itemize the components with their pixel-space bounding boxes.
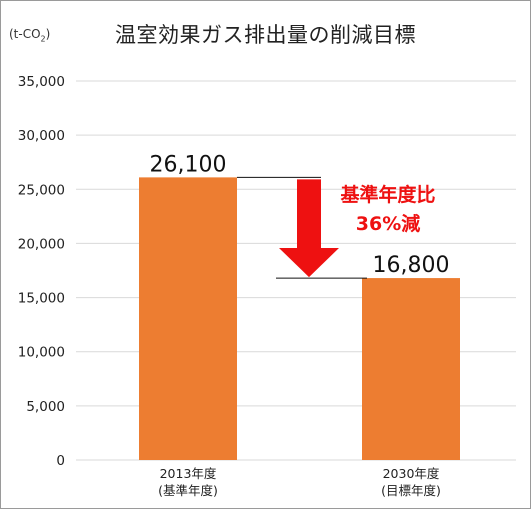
y-tick-label: 25,000: [18, 182, 65, 198]
y-tick-label: 10,000: [18, 345, 65, 361]
data-label: 16,800: [373, 253, 450, 278]
y-tick-label: 15,000: [18, 291, 65, 307]
x-tick-label: (目標年度): [381, 483, 441, 498]
x-tick-label: (基準年度): [158, 483, 218, 498]
x-tick-label: 2013年度: [160, 466, 217, 481]
bar: [139, 177, 237, 461]
bar: [362, 278, 460, 460]
y-tick-label: 35,000: [18, 74, 65, 90]
chart-title: 温室効果ガス排出量の削減目標: [115, 23, 416, 47]
y-tick-label: 0: [56, 453, 65, 469]
y-tick-label: 30,000: [18, 128, 65, 144]
unit-label: (t-CO2): [9, 27, 50, 43]
x-tick-label: 2030年度: [383, 466, 440, 481]
unit-subscript: 2: [40, 34, 46, 44]
reduction-arrow: [279, 179, 339, 278]
annotation-text: 基準年度比: [339, 183, 435, 206]
annotation-text: 36%減: [356, 212, 420, 235]
unit-suffix: ): [45, 27, 51, 41]
unit-prefix: (t-CO: [9, 27, 41, 41]
y-tick-label: 20,000: [18, 236, 65, 252]
data-label: 26,100: [150, 152, 227, 177]
y-tick-label: 5,000: [26, 399, 65, 415]
